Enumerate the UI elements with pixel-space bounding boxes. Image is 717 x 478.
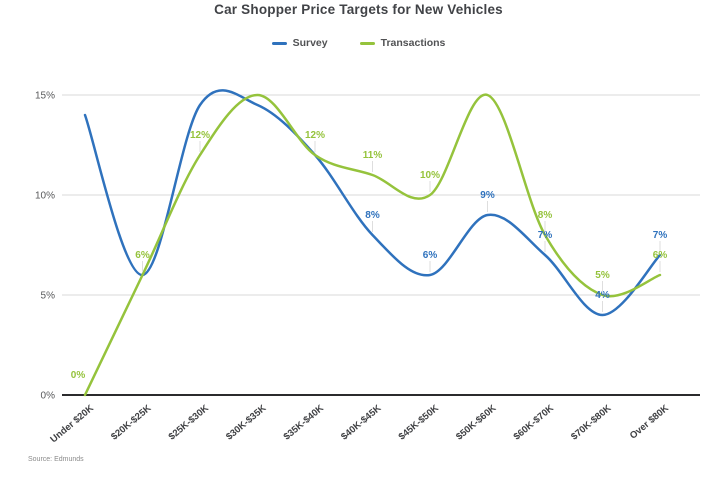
legend: Survey Transactions <box>0 37 717 49</box>
x-axis-label: $25K-$30K <box>167 403 211 443</box>
source-note: Source: Edmunds <box>28 456 84 463</box>
survey-line[interactable] <box>83 89 662 317</box>
x-axis-label: $40K-$45K <box>339 403 383 443</box>
survey-data-label: 6% <box>423 250 438 261</box>
transactions-data-label: 10% <box>420 170 440 181</box>
transactions-data-label: 11% <box>363 150 383 161</box>
transactions-data-label: 0% <box>71 370 86 381</box>
x-axis-label: Over $80K <box>628 403 671 442</box>
survey-data-label: 8% <box>365 210 380 221</box>
chart-title: Car Shopper Price Targets for New Vehicl… <box>214 2 503 17</box>
transactions-data-label: 5% <box>595 270 610 281</box>
y-axis-tick-label: 0% <box>41 391 56 402</box>
x-axis-label: Under $20K <box>48 403 96 445</box>
survey-legend-label: Survey <box>292 37 328 49</box>
x-axis-label: $20K-$25K <box>109 403 153 443</box>
transactions-data-label: 12% <box>305 130 325 141</box>
transactions-legend-label: Transactions <box>380 37 446 49</box>
x-axis-label: $30K-$35K <box>224 403 268 443</box>
transactions-line[interactable] <box>83 93 662 397</box>
legend-item-transactions[interactable]: Transactions <box>359 37 446 49</box>
y-axis-tick-label: 10% <box>35 191 55 202</box>
transactions-data-label: 6% <box>135 250 150 261</box>
x-axis-label: $70K-$80K <box>569 403 613 443</box>
transactions-data-label: 12% <box>190 130 210 141</box>
x-axis-label: $45K-$50K <box>397 403 441 443</box>
legend-item-survey[interactable]: Survey <box>271 37 328 49</box>
transactions-data-label: 6% <box>653 250 668 261</box>
survey-data-label: 7% <box>653 230 668 241</box>
survey-data-label: 4% <box>595 290 610 301</box>
x-axis-label: $35K-$40K <box>282 403 326 443</box>
x-axis-label: $50K-$60K <box>454 403 498 443</box>
survey-data-label: 7% <box>538 230 553 241</box>
transactions-legend-marker <box>359 41 375 45</box>
x-axis-label: $60K-$70K <box>512 403 556 443</box>
survey-data-label: 9% <box>480 190 495 201</box>
survey-legend-marker <box>271 41 287 45</box>
y-axis-tick-label: 15% <box>35 91 55 102</box>
y-axis-tick-label: 5% <box>41 291 56 302</box>
transactions-data-label: 8% <box>538 210 553 221</box>
